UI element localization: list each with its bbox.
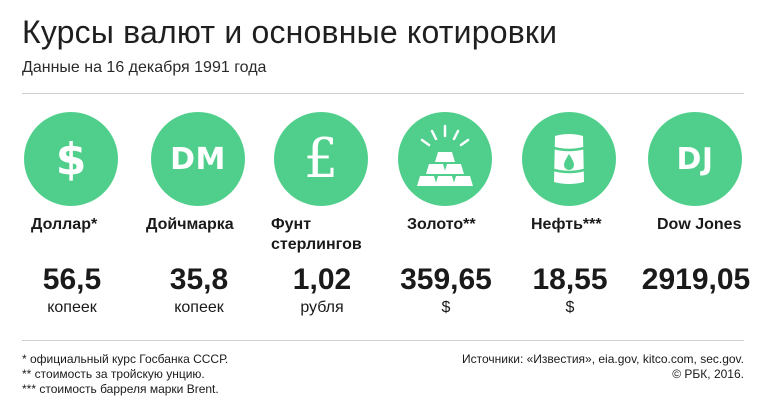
quote-value: 18,55 (532, 263, 608, 296)
quote-unit: $ (565, 299, 575, 316)
page-title: Курсы валют и основные котировки (22, 14, 558, 50)
sources-text: Источники: «Известия», eia.gov, kitco.co… (462, 352, 744, 366)
quote-label: Нефть*** (531, 216, 602, 233)
quote-value: 2919,05 (641, 263, 751, 296)
dj-symbol: DJ (676, 141, 714, 177)
quote-label: Dow Jones (657, 216, 742, 233)
quote-item-dm: DM Дойчмарка 35,8 копеек (136, 112, 262, 322)
pound-sign-icon: £ (274, 112, 368, 206)
top-divider (22, 93, 744, 94)
gold-bars-graphic (417, 124, 473, 186)
dollar-sign-icon: $ (24, 112, 118, 206)
quotes-row: $ Доллар* 56,5 копеек DM Дойчмарка 35,8 … (9, 112, 759, 322)
sources-block: Источники: «Известия», eia.gov, kitco.co… (462, 352, 744, 382)
oil-barrel-icon (522, 112, 616, 206)
quote-value: 1,02 (292, 263, 352, 296)
quote-value: 35,8 (169, 263, 229, 296)
footnote: ** стоимость за тройскую унцию. (22, 367, 205, 381)
footnote: * официальный курс Госбанка СССР. (22, 352, 229, 366)
copyright-text: © РБК, 2016. (672, 367, 744, 381)
quote-value: 56,5 (42, 263, 102, 296)
quote-item-oil: Нефть*** 18,55 $ (507, 112, 633, 322)
quote-unit: $ (441, 299, 451, 316)
quote-label: Доллар* (31, 216, 98, 233)
quote-item-dollar: $ Доллар* 56,5 копеек (9, 112, 135, 322)
quote-label: Дойчмарка (146, 216, 234, 233)
footnote: *** стоимость барреля марки Brent. (22, 382, 219, 396)
quote-unit: копеек (47, 299, 97, 316)
footnotes: * официальный курс Госбанка СССР. ** сто… (22, 352, 228, 397)
quote-label: Фунт стерлингов (271, 216, 362, 253)
gold-bars-icon (398, 112, 492, 206)
bottom-divider (22, 340, 744, 341)
dj-text-icon: DJ (648, 112, 742, 206)
dollar-symbol: $ (55, 133, 87, 185)
quote-value: 359,65 (400, 263, 492, 296)
dm-symbol: DM (170, 141, 226, 177)
quote-unit: копеек (174, 299, 224, 316)
dm-text-icon: DM (151, 112, 245, 206)
quote-item-pound: £ Фунт стерлингов 1,02 рубля (259, 112, 385, 322)
quote-label: Золото** (407, 216, 476, 233)
page-subtitle: Данные на 16 декабря 1991 года (22, 59, 267, 76)
quote-item-dow-jones: DJ Dow Jones 2919,05 (633, 112, 759, 322)
quote-unit: рубля (300, 299, 344, 316)
oil-barrel-graphic (553, 134, 585, 184)
pound-symbol: £ (303, 127, 339, 190)
quote-item-gold: Золото** 359,65 $ (383, 112, 509, 322)
